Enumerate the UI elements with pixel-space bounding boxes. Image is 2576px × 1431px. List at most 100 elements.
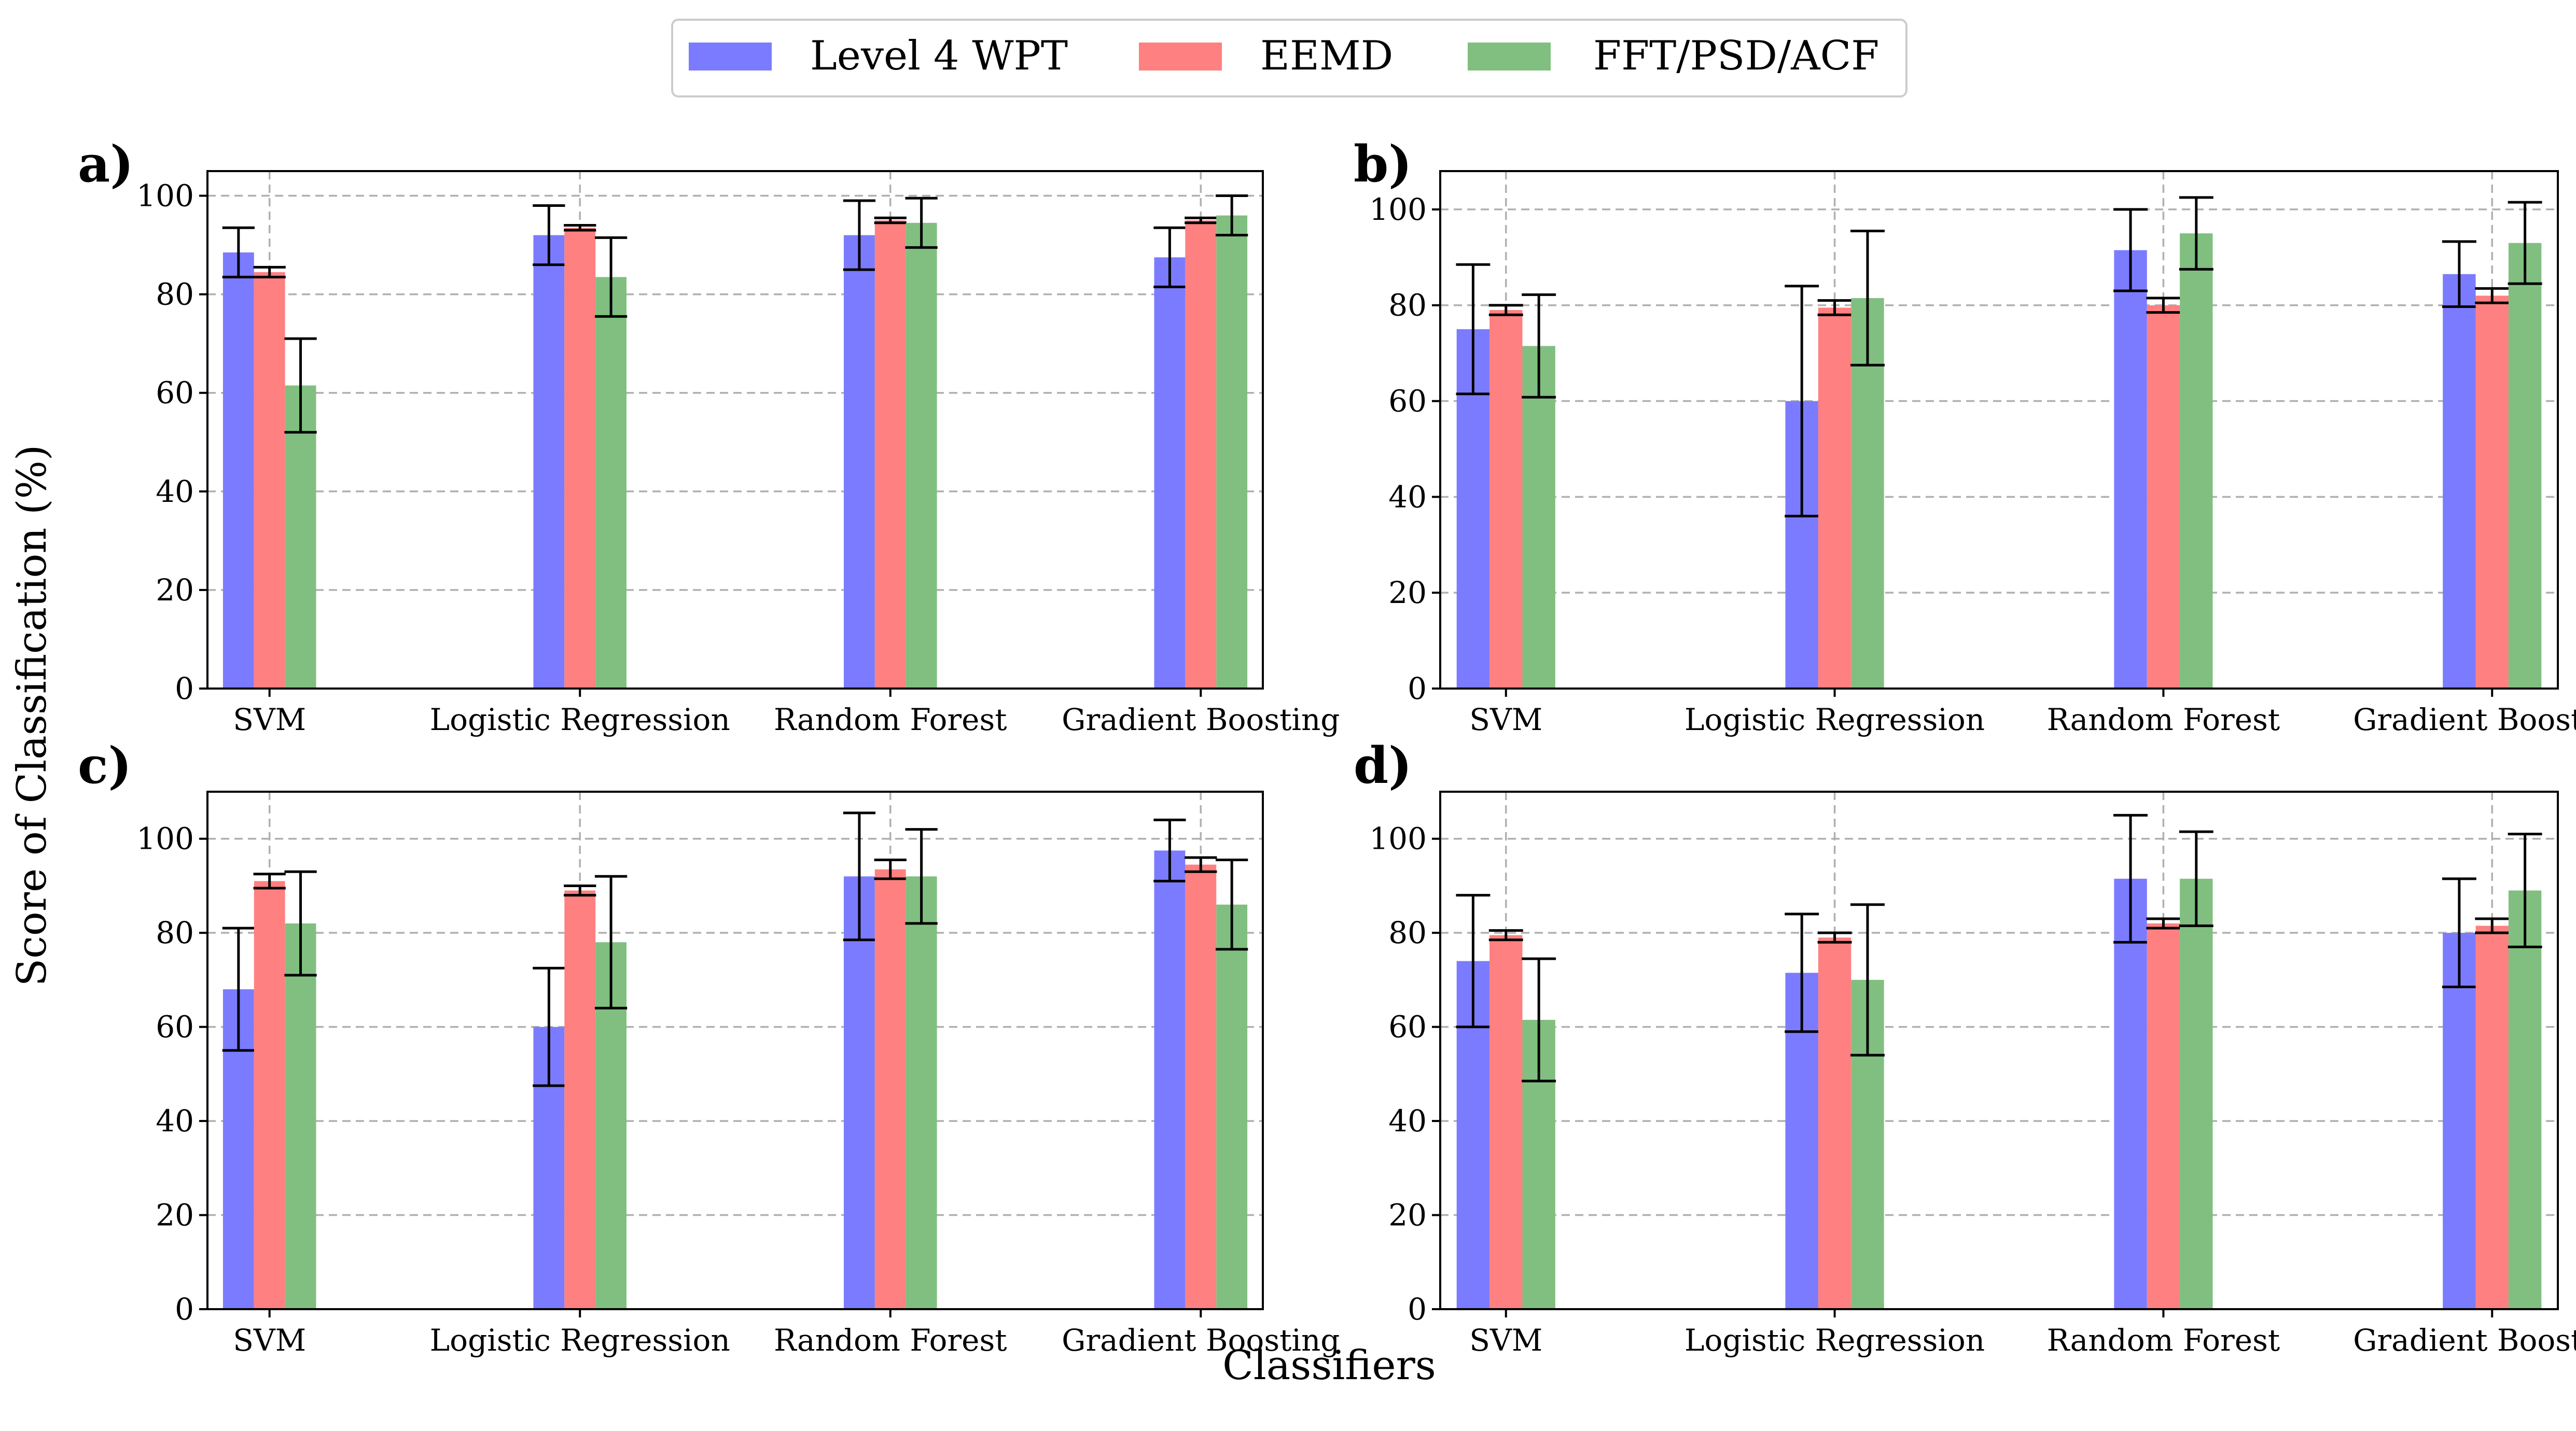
legend-frame [671, 19, 1907, 97]
bar-wpt [1154, 257, 1186, 689]
bar-fft [906, 876, 937, 1309]
y-tick-label: 20 [1388, 1198, 1427, 1233]
x-tick-label: Random Forest [774, 1323, 1007, 1358]
x-tick-label: Gradient Boosting [1062, 702, 1340, 737]
panel-label: a) [78, 135, 134, 193]
bar-eemd [2475, 925, 2509, 1309]
y-tick-label: 100 [1369, 192, 1427, 227]
y-tick-label: 60 [156, 1009, 194, 1045]
bar-fft [1216, 904, 1248, 1309]
panel-d: 0 20 40 60 80 100 SVM Logistic Regression Random… [1354, 736, 2576, 1358]
y-tick-label: 60 [1388, 1009, 1427, 1045]
y-tick-label: 40 [156, 1103, 194, 1139]
bar-wpt [843, 235, 875, 689]
bar-eemd [874, 220, 906, 689]
panel-a: 0 20 40 60 80 100 SVM Logistic Regression Random… [78, 135, 1340, 737]
y-tick-label: 80 [1388, 288, 1427, 323]
x-tick-label: Gradient Boosting [1062, 1323, 1340, 1358]
x-tick-label: Gradient Boosting [2353, 702, 2576, 737]
y-tick-label: 0 [1408, 671, 1427, 706]
axes-frame [1439, 170, 2559, 690]
bar-fft [906, 222, 937, 689]
bar-wpt [533, 235, 565, 689]
x-tick-label: Gradient Boosting [2353, 1323, 2576, 1358]
y-tick-label: 80 [156, 915, 194, 950]
axes-frame [206, 791, 1264, 1310]
bar-wpt [843, 876, 875, 1309]
bar-eemd [564, 890, 596, 1309]
legend-swatch-eemd [1139, 43, 1222, 71]
bar-eemd [254, 272, 285, 689]
y-tick-label: 20 [156, 1198, 194, 1233]
bar-fft [285, 923, 316, 1309]
panel-b: 0 20 40 60 80 100 SVM Logistic Regression Random… [1354, 135, 2576, 737]
legend: Level 4 WPT EEMD FFT/PSD/ACF [671, 19, 1907, 97]
bar-fft [1522, 346, 1555, 689]
y-tick-label: 0 [175, 671, 194, 706]
legend-swatch-wpt [689, 43, 772, 71]
y-tick-label: 100 [136, 178, 194, 214]
x-tick-label: Random Forest [774, 702, 1007, 737]
panel-label: c) [78, 736, 132, 795]
x-tick-label: SVM [233, 702, 306, 737]
bar-eemd [874, 869, 906, 1309]
bar-fft [595, 277, 627, 689]
legend-label-wpt: Level 4 WPT [810, 33, 1068, 79]
x-tick-label: SVM [233, 1323, 306, 1358]
x-tick-label: Logistic Regression [430, 702, 730, 737]
bar-eemd [2147, 923, 2180, 1309]
x-tick-label: Random Forest [2047, 702, 2280, 737]
legend-swatch-fft [1468, 43, 1551, 71]
y-tick-label: 40 [1388, 1103, 1427, 1139]
bar-eemd [564, 228, 596, 689]
bar-eemd [2475, 296, 2509, 689]
x-tick-label: Logistic Regression [1684, 1323, 1985, 1358]
y-tick-label: 60 [156, 375, 194, 411]
y-tick-label: 0 [175, 1292, 194, 1327]
y-tick-label: 60 [1388, 384, 1427, 419]
panel-c: 0 20 40 60 80 100 SVM Logistic Regression Random… [78, 736, 1340, 1358]
y-tick-label: 40 [1388, 479, 1427, 514]
bar-eemd [1185, 220, 1217, 689]
x-tick-label: Logistic Regression [430, 1323, 730, 1358]
bar-wpt [2443, 274, 2476, 689]
y-tick-label: 20 [156, 572, 194, 608]
x-tick-label: Random Forest [2047, 1323, 2280, 1358]
bar-fft [2508, 243, 2542, 689]
y-tick-label: 0 [1408, 1292, 1427, 1327]
y-tick-label: 100 [136, 821, 194, 857]
axes-frame [1439, 791, 2559, 1310]
y-tick-label: 80 [156, 277, 194, 312]
panel-label: d) [1354, 736, 1412, 795]
bar-eemd [1818, 937, 1851, 1309]
panel-label: b) [1354, 135, 1412, 193]
bar-wpt [2114, 250, 2147, 689]
bar-eemd [1185, 864, 1217, 1309]
bar-wpt [1154, 850, 1186, 1309]
bar-fft [285, 385, 316, 689]
bar-fft [1216, 215, 1248, 689]
bar-fft [2180, 878, 2213, 1309]
bar-eemd [2147, 305, 2180, 689]
bar-eemd [1818, 307, 1851, 689]
y-tick-label: 80 [1388, 915, 1427, 950]
x-axis-title: Classifiers [1222, 1342, 1436, 1389]
y-tick-label: 20 [1388, 575, 1427, 610]
bar-eemd [254, 881, 285, 1309]
bar-fft [2508, 890, 2542, 1309]
y-tick-label: 100 [1369, 821, 1427, 857]
bar-wpt [222, 252, 254, 689]
x-tick-label: SVM [1469, 1323, 1542, 1358]
legend-label-eemd: EEMD [1260, 33, 1393, 79]
bar-wpt [2443, 933, 2476, 1309]
bar-eemd [1489, 935, 1523, 1309]
bar-fft [2180, 233, 2213, 689]
bar-eemd [1489, 310, 1523, 689]
axes-frame [206, 170, 1264, 690]
x-tick-label: SVM [1469, 702, 1542, 737]
x-tick-label: Logistic Regression [1684, 702, 1985, 737]
y-axis-title: Score of Classification (%) [9, 445, 55, 987]
y-tick-label: 40 [156, 474, 194, 509]
bar-wpt [2114, 878, 2147, 1309]
